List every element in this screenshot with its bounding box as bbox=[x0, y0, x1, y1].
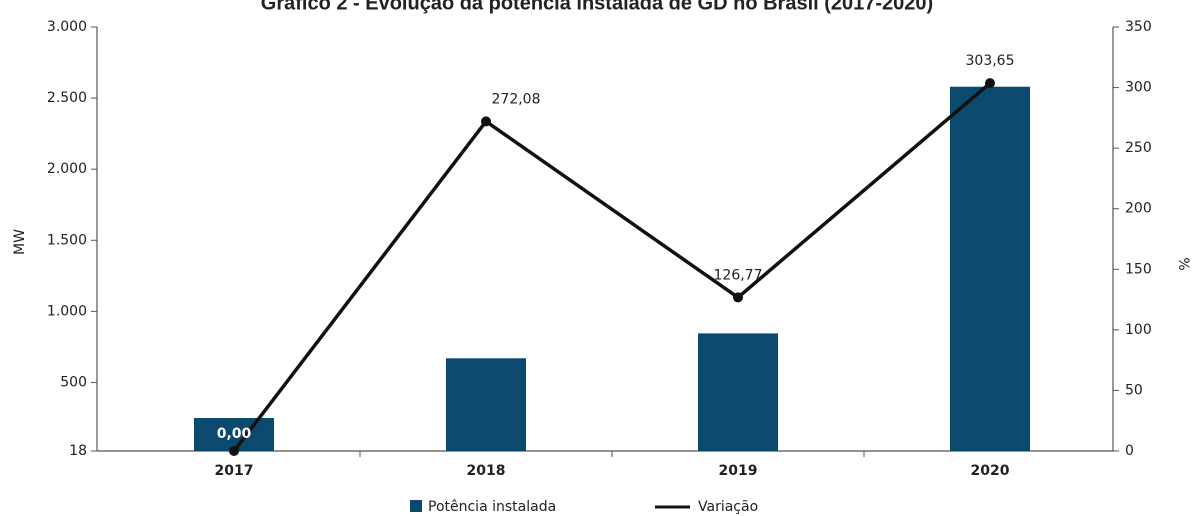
line bbox=[232, 81, 992, 453]
legend-label: Variação bbox=[698, 499, 758, 515]
x-tick-label: 2020 bbox=[971, 463, 1010, 479]
y-tick-label: 2.000 bbox=[47, 161, 87, 177]
line-point bbox=[481, 116, 491, 127]
data-label: 272,08 bbox=[492, 91, 541, 107]
bar bbox=[194, 418, 274, 451]
x-tick-label: 2018 bbox=[467, 463, 506, 479]
bar bbox=[950, 86, 1030, 451]
y-tick-label: 3.000 bbox=[47, 19, 87, 35]
y2-tick-label: 100 bbox=[1125, 322, 1152, 338]
y-tick-label: 2.500 bbox=[47, 90, 87, 106]
y-tick-label: 18 bbox=[69, 443, 87, 459]
y2-tick-label: 50 bbox=[1125, 382, 1143, 398]
bar bbox=[446, 358, 526, 451]
y2-tick-label: 350 bbox=[1125, 19, 1152, 35]
legend-swatch bbox=[410, 500, 422, 512]
y2-tick-label: 200 bbox=[1125, 201, 1152, 217]
line-point bbox=[985, 78, 995, 89]
legend-label: Potência instalada bbox=[428, 499, 556, 515]
x-tick-label: 2017 bbox=[215, 463, 254, 479]
bar bbox=[698, 333, 778, 451]
data-label: 126,77 bbox=[714, 267, 763, 283]
y2-tick-label: 300 bbox=[1125, 80, 1152, 96]
x-tick-label: 2019 bbox=[719, 463, 758, 479]
line-point bbox=[229, 446, 239, 456]
line-point bbox=[733, 292, 743, 303]
y-tick-label: 500 bbox=[60, 374, 87, 390]
y2-tick-label: 0 bbox=[1125, 443, 1134, 459]
y-axis-label: MW bbox=[12, 229, 28, 255]
y2-axis-label: % bbox=[1175, 257, 1191, 270]
y2-tick-label: 150 bbox=[1125, 261, 1152, 277]
chart-title: Gráfico 2 - Evolução da potência instala… bbox=[261, 0, 933, 14]
y-tick-label: 1.000 bbox=[47, 303, 87, 319]
data-label: 303,65 bbox=[966, 53, 1015, 69]
y-tick-label: 1.500 bbox=[47, 232, 87, 248]
data-label: 0,00 bbox=[217, 426, 252, 442]
y2-tick-label: 250 bbox=[1125, 140, 1152, 156]
